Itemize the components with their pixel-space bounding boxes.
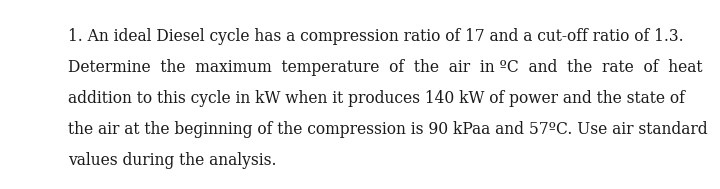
Text: values during the analysis.: values during the analysis. [68, 152, 276, 169]
Text: 1. An ideal Diesel cycle has a compression ratio of 17 and a cut-off ratio of 1.: 1. An ideal Diesel cycle has a compressi… [68, 28, 683, 45]
Text: the air at the beginning of the compression is 90 kPaa and 57ºC. Use air standar: the air at the beginning of the compress… [68, 121, 708, 138]
Text: Determine  the  maximum  temperature  of  the  air  in ºC  and  the  rate  of  h: Determine the maximum temperature of the… [68, 59, 703, 76]
Text: addition to this cycle in kW when it produces 140 kW of power and the state of: addition to this cycle in kW when it pro… [68, 90, 685, 107]
